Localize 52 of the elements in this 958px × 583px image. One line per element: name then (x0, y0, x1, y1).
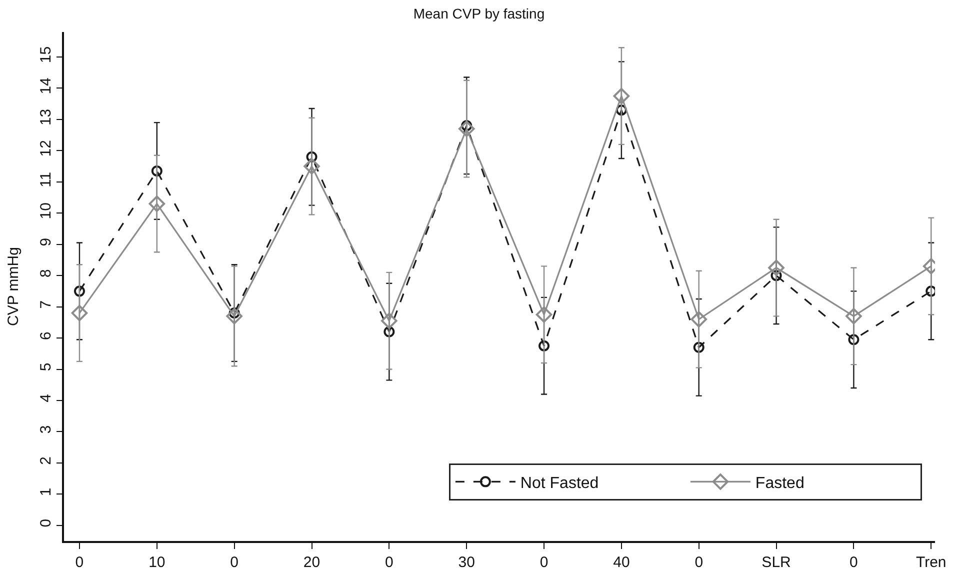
x-tick-label: 0 (850, 554, 858, 571)
x-tick-label: 0 (385, 554, 394, 571)
y-tick-label: 13 (37, 108, 54, 126)
point (770, 270, 782, 282)
point (71, 304, 88, 322)
y-tick-label: 6 (37, 332, 54, 340)
y-tick-label: 2 (37, 456, 54, 465)
point (613, 88, 630, 104)
y-tick-label: 0 (37, 518, 54, 528)
point (693, 342, 704, 353)
x-tick-label: 30 (458, 554, 475, 571)
chart-title: Mean CVP by fasting (413, 6, 545, 22)
legend-label: Not Fasted (520, 474, 599, 492)
x-tick-label: 0 (75, 554, 84, 571)
point (848, 334, 860, 346)
y-tick-label: 3 (37, 425, 54, 434)
x-tick-label: 10 (148, 554, 166, 571)
y-axis-title: CVP mmHg (5, 247, 22, 326)
point (768, 260, 784, 276)
point (74, 286, 85, 297)
y-tick-label: 15 (37, 46, 54, 64)
point (304, 158, 320, 174)
point (536, 306, 552, 323)
y-tick-label: 9 (37, 238, 54, 246)
x-tick-label: 0 (230, 554, 238, 571)
point (384, 326, 395, 338)
y-tick-label: 4 (37, 394, 54, 402)
point (306, 151, 318, 162)
x-tick-label: Tren (916, 554, 946, 571)
y-tick-label: 8 (37, 269, 54, 278)
y-tick-label: 12 (37, 140, 54, 157)
x-tick-label: 0 (694, 554, 704, 571)
point (381, 312, 398, 329)
point (458, 120, 475, 137)
legend-label: Fasted (755, 474, 804, 492)
point (616, 104, 627, 116)
y-tick-label: 10 (37, 202, 54, 220)
y-tick-label: 7 (37, 300, 54, 309)
point (690, 311, 708, 328)
x-tick-label: 40 (613, 554, 630, 571)
x-tick-label: SLR (762, 554, 792, 571)
point (151, 165, 162, 176)
y-tick-label: 1 (37, 488, 54, 496)
y-tick-label: 14 (37, 78, 54, 94)
x-tick-label: 0 (540, 554, 548, 571)
x-tick-label: 20 (303, 554, 320, 571)
point (846, 308, 862, 324)
point (538, 340, 550, 352)
point (226, 308, 242, 324)
y-tick-label: 11 (37, 172, 54, 188)
point (148, 196, 166, 212)
y-tick-label: 5 (37, 362, 54, 372)
